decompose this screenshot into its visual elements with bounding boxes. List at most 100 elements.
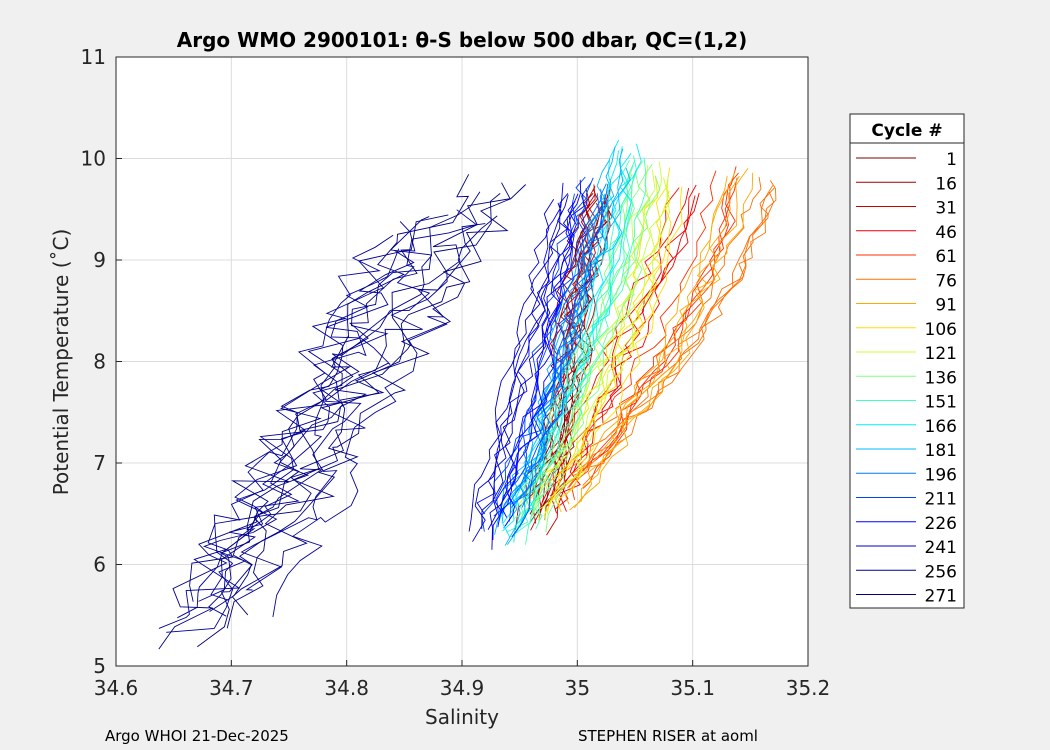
legend-items: 1 16 31 46 61 76 91 106 121 136 151 166 181 196 211 226… <box>856 150 957 607</box>
legend-label: 196 <box>925 465 957 485</box>
profile-line-cycle-271 <box>189 174 470 602</box>
x-tick-label: 35.2 <box>786 676 831 700</box>
profile-line-cycle-196 <box>509 188 603 514</box>
legend-label: 151 <box>925 393 957 413</box>
profile-line-cycle-106 <box>557 186 683 512</box>
legend-label: 61 <box>935 247 957 267</box>
x-tick-label: 35.1 <box>670 676 715 700</box>
x-tick-label: 34.9 <box>440 676 485 700</box>
legend-label: 106 <box>925 320 957 340</box>
legend-item: 106 <box>856 320 957 340</box>
profile-line-cycle-151 <box>519 155 638 528</box>
x-axis-label: Salinity <box>425 705 499 729</box>
x-tick-label: 34.7 <box>209 676 254 700</box>
legend-item: 61 <box>856 247 957 267</box>
profile-line-cycle-121 <box>515 165 651 509</box>
profile-line-cycle-241 <box>487 194 569 530</box>
profile-line-cycle-46 <box>541 187 690 503</box>
profile-line-cycle-136 <box>531 164 653 517</box>
profile-line-cycle-271 <box>197 215 498 648</box>
legend-item: 151 <box>856 393 957 413</box>
profile-line-cycle-91 <box>554 175 728 512</box>
y-tick-label: 10 <box>81 147 106 171</box>
y-tick-label: 5 <box>93 654 106 678</box>
legend-label: 121 <box>925 344 957 364</box>
profile-line-cycle-196 <box>519 184 609 508</box>
legend-label: 31 <box>935 199 957 219</box>
profile-line-cycle-211 <box>496 176 587 516</box>
series-cycle-271 <box>158 174 527 650</box>
profile-line-cycle-136 <box>530 160 644 518</box>
legend-label: 211 <box>925 490 957 510</box>
legend-item: 1 <box>856 150 957 170</box>
profile-line-cycle-226 <box>499 179 582 518</box>
legend-label: 16 <box>935 174 957 194</box>
profile-line-cycle-76 <box>582 187 777 486</box>
x-axis: 34.6 34.7 34.8 34.9 35 35.1 35.2 <box>94 660 831 700</box>
y-tick-label: 8 <box>93 350 106 374</box>
legend-item: 166 <box>856 417 957 437</box>
profile-line-cycle-211 <box>499 177 594 517</box>
legend-title: Cycle # <box>871 121 942 141</box>
legend-item: 31 <box>856 199 957 219</box>
profile-line-cycle-61 <box>548 170 717 483</box>
y-axis: 5 6 7 8 9 10 11 <box>81 45 122 678</box>
legend-item: 211 <box>856 490 957 510</box>
y-tick-label: 9 <box>93 248 106 272</box>
series-cycle-241 <box>468 193 575 550</box>
y-tick-label: 7 <box>93 451 106 475</box>
legend-label: 226 <box>925 514 957 534</box>
legend-label: 241 <box>925 538 957 558</box>
profile-line-cycle-91 <box>565 171 736 505</box>
legend-box <box>849 113 965 609</box>
legend-item: 181 <box>856 441 957 461</box>
legend-item: 271 <box>856 587 957 607</box>
series-cycle-211 <box>481 176 603 538</box>
legend-item: 256 <box>856 562 957 582</box>
profile-line-cycle-151 <box>531 157 647 530</box>
profile-line-cycle-166 <box>502 150 619 538</box>
grid-lines <box>116 57 808 666</box>
legend-item: 91 <box>856 296 957 316</box>
legend-item: 226 <box>856 514 957 534</box>
legend-label: 91 <box>935 296 957 316</box>
legend-item: 76 <box>856 271 957 291</box>
legend-item: 241 <box>856 538 957 558</box>
profile-line-cycle-256 <box>240 209 478 591</box>
profile-line-cycle-91 <box>580 168 749 502</box>
y-tick-label: 11 <box>81 45 106 69</box>
series-cycle-196 <box>501 183 609 522</box>
profile-line-cycle-211 <box>493 182 592 517</box>
series-cycle-91 <box>554 168 754 512</box>
legend: Cycle # 11631466176911061211361511661811… <box>849 113 965 609</box>
chart-title: Argo WMO 2900101: θ-S below 500 dbar, QC… <box>177 28 747 52</box>
profile-line-cycle-196 <box>509 183 607 506</box>
series-cycle-226 <box>476 179 585 541</box>
profile-line-cycle-106 <box>546 187 671 514</box>
profile-line-cycle-271 <box>209 182 511 612</box>
profile-line-cycle-181 <box>504 169 622 546</box>
profile-line-cycle-226 <box>497 193 579 528</box>
profile-line-cycle-241 <box>472 202 562 542</box>
profile-line-cycle-211 <box>511 200 603 538</box>
profile-line-cycle-91 <box>573 172 754 509</box>
legend-label: 76 <box>935 271 957 291</box>
profile-line-cycle-271 <box>226 193 501 629</box>
x-tick-label: 35 <box>565 676 590 700</box>
legend-label: 166 <box>925 417 957 437</box>
profile-line-cycle-211 <box>481 193 576 532</box>
legend-label: 181 <box>925 441 957 461</box>
legend-label: 46 <box>935 223 957 243</box>
footer-right: STEPHEN RISER at aoml <box>578 727 758 745</box>
legend-item: 46 <box>856 223 957 243</box>
profile-line-cycle-121 <box>531 169 656 516</box>
profile-line-cycle-91 <box>569 175 740 511</box>
profile-line-cycle-61 <box>576 166 737 481</box>
x-tick-label: 34.6 <box>94 676 139 700</box>
footer-left: Argo WHOI 21-Dec-2025 <box>105 727 289 745</box>
legend-item: 16 <box>856 174 957 194</box>
legend-label: 256 <box>925 562 957 582</box>
profile-line-cycle-271 <box>231 184 527 616</box>
legend-label: 1 <box>946 150 957 170</box>
